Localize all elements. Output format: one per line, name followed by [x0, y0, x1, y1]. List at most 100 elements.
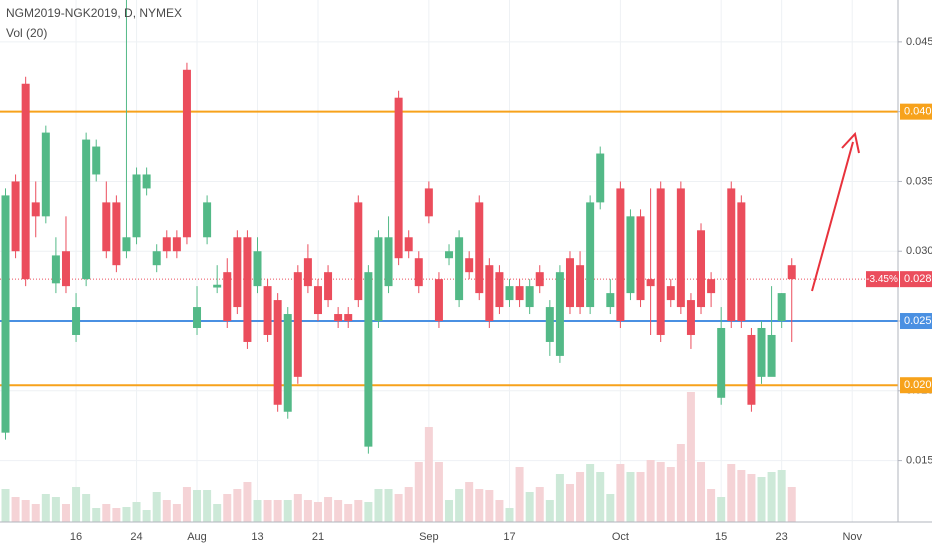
x-tick-label: Sep	[419, 531, 439, 543]
candle-body	[767, 334, 776, 377]
volume-bar	[586, 464, 595, 522]
candle-body	[717, 327, 726, 398]
candle-body	[757, 327, 766, 377]
candle-body	[576, 265, 585, 308]
volume-bar	[152, 492, 161, 522]
candle-body	[404, 237, 413, 252]
candle-body	[737, 202, 746, 322]
candle-body	[203, 202, 212, 238]
candle-body	[122, 237, 131, 252]
x-tick-label: 23	[776, 531, 788, 543]
volume-bar	[11, 497, 20, 522]
volume-bar	[132, 502, 141, 522]
candle-body	[112, 202, 121, 266]
candle-body	[747, 334, 756, 405]
candle-body	[253, 251, 262, 287]
candle-body	[102, 202, 111, 252]
volume-bar	[82, 494, 91, 522]
candle-body	[586, 202, 595, 308]
x-tick-label: Oct	[612, 531, 629, 543]
volume-bar	[61, 504, 70, 522]
candle-body	[787, 265, 796, 280]
volume-bar	[193, 490, 202, 522]
candle-body	[41, 132, 50, 217]
candle-body	[505, 286, 514, 301]
volume-bar	[505, 508, 514, 522]
candle-body	[82, 139, 91, 280]
volume-bar	[727, 464, 736, 522]
candle-body	[364, 272, 373, 447]
candle-body	[193, 307, 202, 328]
candle-body	[626, 216, 635, 294]
candle-body	[485, 265, 494, 322]
volume-bar	[737, 470, 746, 522]
volume-bar	[1, 489, 10, 522]
volume-bar	[364, 502, 373, 522]
volume-bar	[243, 482, 252, 522]
volume-bar	[283, 500, 292, 522]
volume-bar	[616, 464, 625, 522]
x-tick-label: Aug	[187, 531, 207, 543]
candle-body	[636, 216, 645, 301]
candle-body	[92, 146, 101, 175]
candle-body	[132, 174, 141, 238]
volume-bar	[757, 477, 766, 522]
candle-body	[72, 307, 81, 335]
volume-bar	[182, 487, 191, 522]
change-box	[866, 271, 899, 288]
candle-body	[434, 279, 443, 322]
y-tick-label: 0.030	[906, 245, 932, 257]
candle-body	[465, 258, 474, 273]
volume-bar	[535, 487, 544, 522]
candle-body	[616, 188, 625, 322]
volume-bar	[334, 500, 343, 522]
candle-body	[707, 279, 716, 294]
x-tick-label: 24	[130, 531, 142, 543]
candle-body	[21, 83, 30, 280]
volume-label: Vol (20)	[6, 26, 47, 40]
volume-bar	[324, 497, 333, 522]
volume-bar	[404, 487, 413, 522]
arrow-head	[841, 131, 860, 154]
x-tick-label: Nov	[842, 531, 862, 543]
volume-bar	[313, 502, 322, 522]
x-tick-label: 13	[251, 531, 263, 543]
candle-body	[686, 300, 695, 335]
volume-bar	[394, 494, 403, 522]
candle-body	[697, 230, 706, 308]
volume-bar	[485, 490, 494, 522]
change-label: -3.45%	[866, 274, 898, 285]
volume-bar	[233, 489, 242, 522]
candle-body	[394, 97, 403, 259]
candle-body	[182, 69, 191, 238]
level-label-box	[900, 313, 932, 330]
y-tick-label: 0.015	[906, 454, 932, 466]
volume-bar	[686, 392, 695, 522]
candle-body	[303, 258, 312, 287]
volume-bar	[41, 494, 50, 522]
volume-bar	[253, 500, 262, 522]
level-label: 0.025	[904, 315, 932, 327]
volume-bar	[465, 482, 474, 522]
volume-bar	[626, 472, 635, 522]
volume-bar	[495, 500, 504, 522]
candle-body	[777, 293, 786, 322]
volume-bar	[576, 472, 585, 522]
volume-bar	[636, 472, 645, 522]
candles	[1, 0, 796, 454]
volume-bar	[555, 474, 564, 522]
volume-bar	[213, 504, 222, 522]
volume-bar	[445, 500, 454, 522]
y-tick-label: 0.045	[906, 36, 932, 48]
volume-bar	[666, 467, 675, 522]
y-tick-label: 0.035	[906, 175, 932, 187]
volume-bar	[51, 497, 60, 522]
volume-bar	[767, 472, 776, 522]
x-tick-label: 17	[503, 531, 515, 543]
volume-bar	[475, 489, 484, 522]
level-label-box	[900, 377, 932, 394]
candle-body	[384, 237, 393, 287]
candle-body	[455, 237, 464, 301]
volume-bar	[203, 490, 212, 522]
volume-bar	[162, 500, 171, 522]
